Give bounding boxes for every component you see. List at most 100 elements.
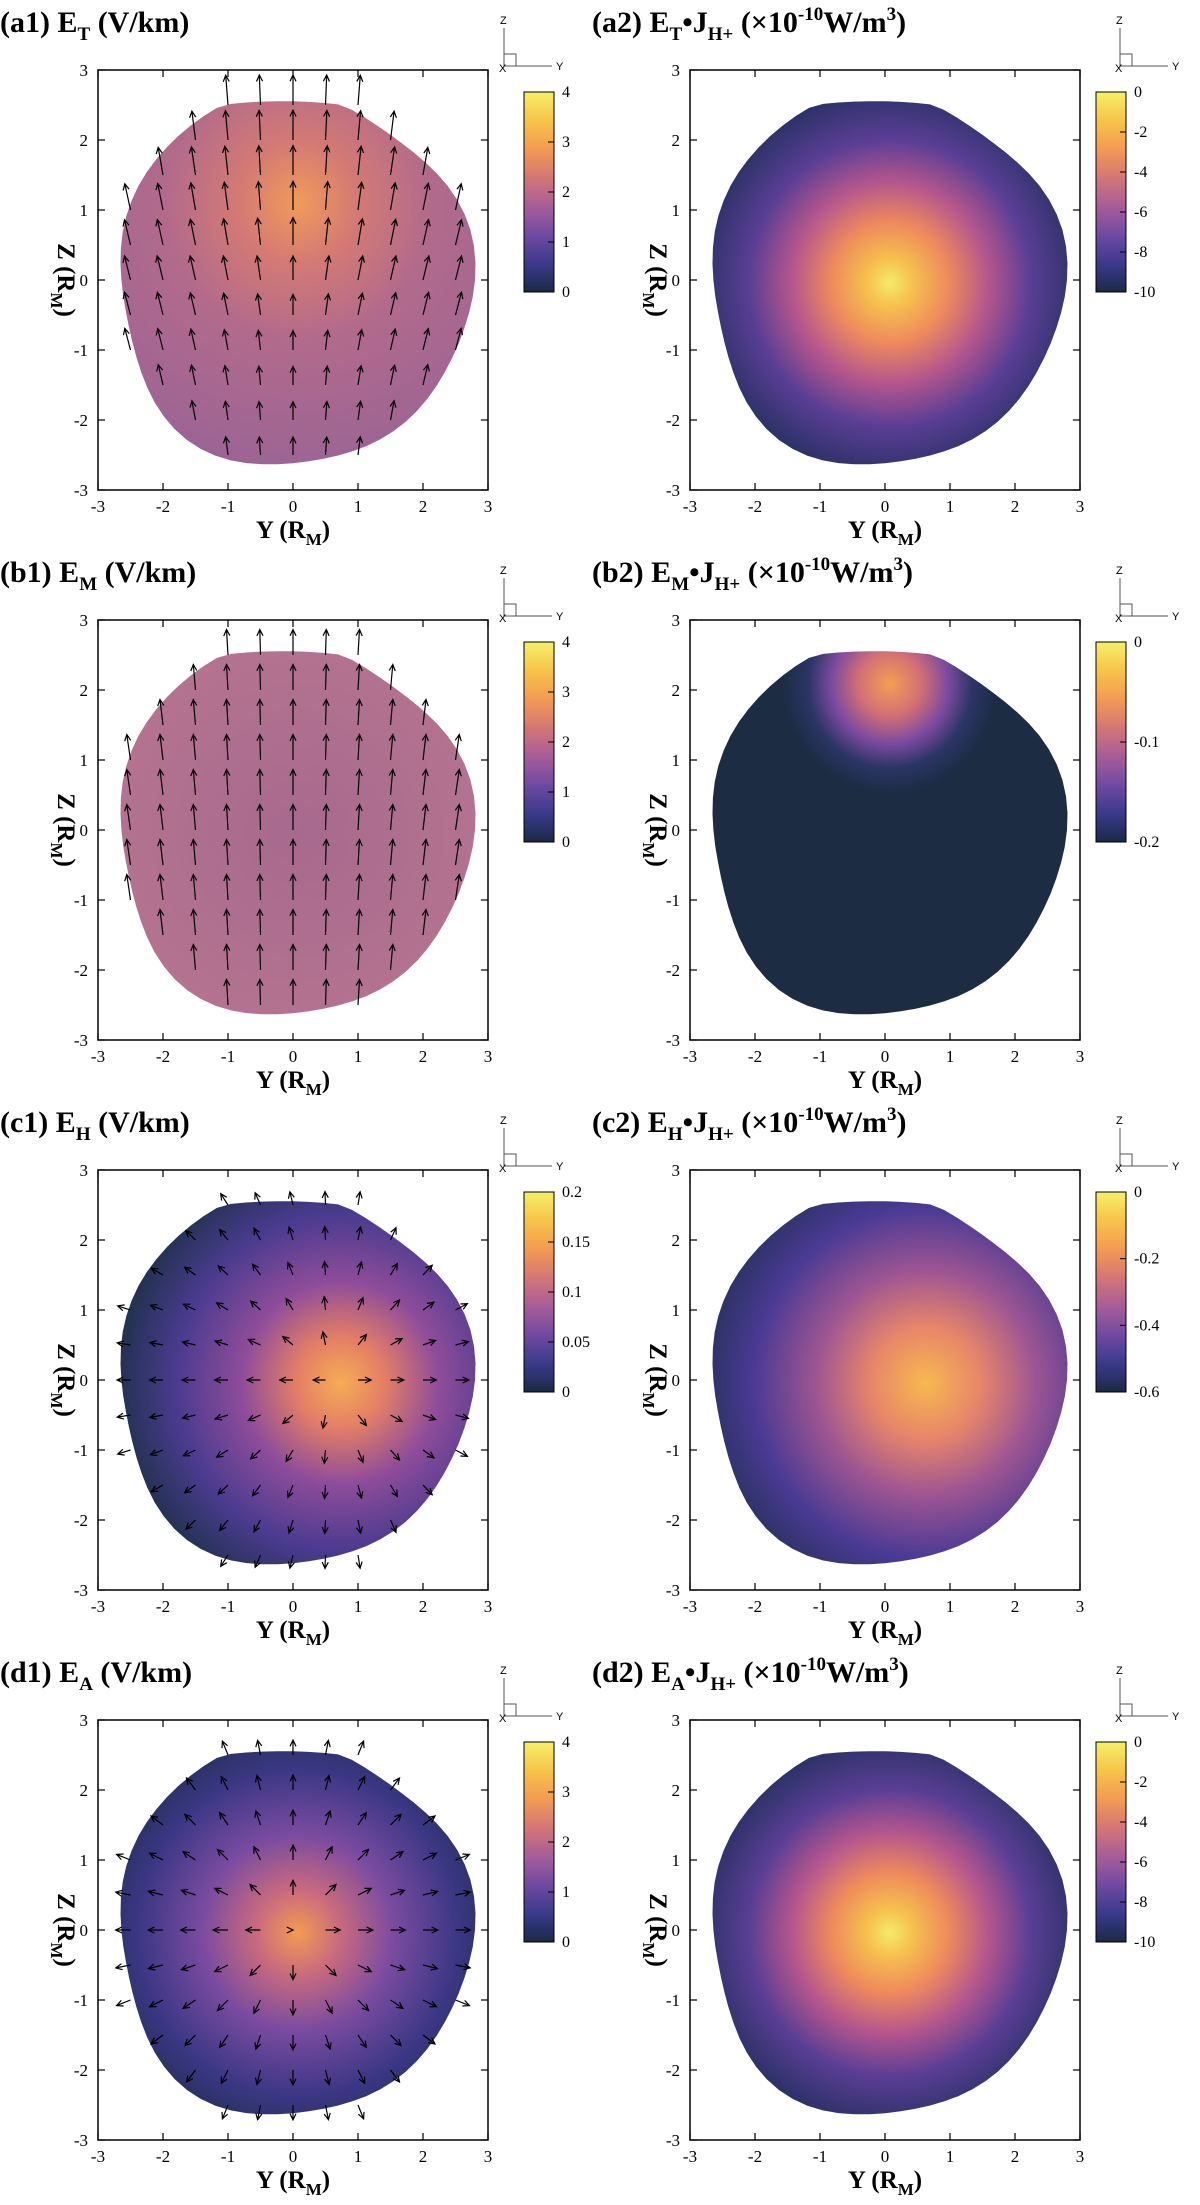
field-arrow <box>222 435 231 456</box>
field-arrow <box>355 628 363 656</box>
field-arrow <box>253 1519 262 1534</box>
field-arrow <box>455 1963 472 1971</box>
field-arrow <box>422 1339 437 1346</box>
field-arrow <box>321 1554 329 1570</box>
panel-title: (d1) EA (V/km) <box>0 1656 192 1695</box>
field-arrow <box>324 216 332 246</box>
triad-y-label: Y <box>556 1711 564 1723</box>
field-arrow <box>223 628 231 656</box>
field-arrow <box>213 1413 229 1421</box>
field-arrow <box>256 908 264 936</box>
panel-a2: (a2) ET•JH+ (×10-10W/m3) ZYX-3 -2 -1 0 1 2 3321… <box>592 4 1180 549</box>
y-tick-label: 0 <box>80 1371 89 1390</box>
field-arrow <box>455 1376 471 1384</box>
field-arrow <box>148 1340 164 1348</box>
field-arrow <box>146 1926 163 1934</box>
x-tick-label: -3 <box>683 1597 697 1616</box>
field-arrow <box>289 435 297 455</box>
field-disk <box>712 1201 1068 1565</box>
field-arrow <box>223 873 231 901</box>
field-arrow <box>389 1262 399 1276</box>
field-arrow <box>289 768 297 795</box>
field-arrow <box>256 943 264 971</box>
triad-z-label: Z <box>500 1115 507 1127</box>
field-arrow <box>454 182 464 211</box>
field-arrow <box>455 1853 471 1861</box>
field-arrow <box>324 1809 332 1826</box>
field-arrow <box>321 1519 329 1535</box>
field-arrow <box>256 663 264 691</box>
x-tick-label: -3 <box>683 2147 697 2166</box>
colorbar-tick-label: -6 <box>1134 1854 1147 1871</box>
colorbar-tick-label: 1 <box>562 784 570 801</box>
field-arrow <box>181 1850 196 1861</box>
field-arrow <box>254 292 262 316</box>
x-tick-label: -2 <box>156 1047 170 1066</box>
triad-x-label: X <box>1115 613 1123 625</box>
field-arrow <box>216 1848 229 1861</box>
field-arrow <box>289 144 297 175</box>
field-arrow <box>157 768 165 796</box>
field-arrow <box>355 768 363 796</box>
x-tick-label: -3 <box>683 1047 697 1066</box>
field-arrow <box>325 1926 342 1934</box>
y-tick-label: 0 <box>80 271 89 290</box>
field-arrow <box>389 363 397 386</box>
field-arrow <box>289 108 297 140</box>
field-arrow <box>222 399 230 421</box>
triad-box <box>503 603 517 617</box>
field-arrow <box>390 1776 401 1791</box>
triad-z-label: Z <box>500 15 507 27</box>
field-arrow <box>355 908 363 936</box>
colorbar-tick-label: 0 <box>562 1934 570 1951</box>
colorbar: 0 -0.1 -0.2 <box>1095 634 1159 851</box>
field-arrow <box>180 1376 196 1384</box>
field-arrow <box>155 327 164 351</box>
field-arrow <box>289 1738 297 1755</box>
field-arrow <box>455 1303 469 1311</box>
field-arrow <box>289 628 297 655</box>
colorbar-gradient <box>1095 641 1127 843</box>
field-arrow <box>155 146 164 176</box>
field-arrow <box>289 216 297 245</box>
colorbar-tick-label: -8 <box>1134 1894 1147 1911</box>
field-arrow <box>213 1887 229 1896</box>
y-tick-label: -2 <box>74 961 88 980</box>
field-arrow <box>289 908 297 935</box>
y-tick-label: 2 <box>80 1781 89 1800</box>
field-arrow <box>222 364 230 386</box>
field-arrow <box>218 1519 229 1532</box>
field-arrow <box>216 1999 229 2012</box>
triad-y-label: Y <box>1172 611 1180 623</box>
field-arrow <box>182 1303 196 1311</box>
y-tick-label: -1 <box>666 1441 680 1460</box>
x-tick-label: -1 <box>813 1597 827 1616</box>
y-tick-label: -2 <box>666 961 680 980</box>
y-tick-label: -3 <box>74 1581 88 1600</box>
field-arrow <box>155 291 164 316</box>
colorbar-tick-label: 0.05 <box>562 1334 590 1351</box>
y-tick-label: -3 <box>666 1581 680 1600</box>
y-tick-label: 0 <box>80 1921 89 1940</box>
y-tick-label: -1 <box>666 341 680 360</box>
colorbar-tick-label: -0.1 <box>1134 734 1159 751</box>
field-arrow <box>289 663 297 690</box>
field-arrow <box>189 363 197 386</box>
field-arrow <box>149 2034 164 2045</box>
field-arrow <box>249 1449 261 1460</box>
y-axis-label: Z (RM) <box>47 1343 79 1417</box>
x-tick-label: 0 <box>881 1047 890 1066</box>
colorbar-tick-label: 0 <box>1134 1184 1142 1201</box>
colorbar-tick-label: 3 <box>562 1784 570 1801</box>
panel-c2: (c2) EH•JH+ (×10-10W/m3) Z Y X -3 -2 -1 0 1 2 3 3 2 1… <box>592 1104 1180 1649</box>
triad-z-label: Z <box>500 1665 507 1677</box>
field-arrow <box>157 803 165 831</box>
field-arrow <box>254 216 262 246</box>
field-arrow <box>322 663 330 691</box>
field-arrow <box>289 329 297 350</box>
field-arrow <box>181 1999 196 2010</box>
field-arrow <box>390 1813 403 1826</box>
x-tick-label: 3 <box>1076 497 1085 516</box>
colorbar: 0.2 0.15 0.1 0.05 0 <box>523 1184 590 1401</box>
field-disk <box>120 1201 476 1565</box>
